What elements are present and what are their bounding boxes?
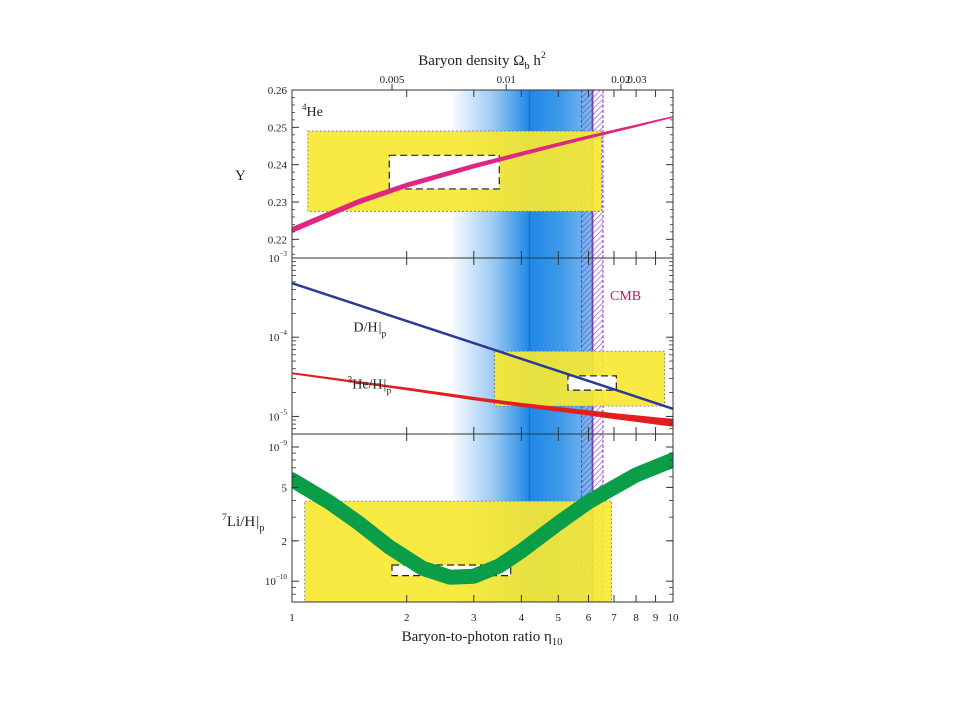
y-tick-label: 10−4 [268, 329, 287, 344]
x-tick-label: 9 [653, 612, 659, 624]
y-tick-label: 0.25 [268, 122, 288, 134]
axes-layer: 0.220.230.240.250.2610−310−410−510−95210… [222, 74, 679, 624]
panel-label-he4: 4He [302, 102, 323, 120]
y-tick-label: 10−3 [268, 250, 287, 265]
y-tick-label: 10−5 [268, 408, 287, 423]
x-axis-top: 0.005 0.01 0.020.03 [380, 74, 647, 90]
panel-he4-y-axis: 0.22 0.23 0.24 0.25 0.26 [268, 85, 673, 255]
panel-he4: 4He [292, 102, 673, 233]
curve-label: 3He/H|p [348, 375, 392, 397]
cmb-label: CMB [610, 289, 641, 304]
curve-label: D/H|p [353, 321, 386, 340]
x-tick-label: 1 [289, 612, 295, 624]
y-tick-label: 10−9 [268, 439, 287, 454]
x-tick-label: 5 [556, 612, 562, 624]
panel-d_he3-plot [292, 281, 673, 427]
x-tick-label: 4 [519, 612, 525, 624]
top-tick-label: 0.03 [627, 74, 647, 86]
y-tick-label: 10−10 [265, 573, 288, 588]
y-tick-label: 0.22 [268, 234, 287, 246]
panel-d_he3: D/H|p 3He/H|p [292, 281, 673, 427]
x-tick-label: 10 [668, 612, 680, 624]
abundance-curve [292, 452, 673, 585]
top-axis-title: Baryon density Ωb h2 [418, 50, 546, 72]
y-tick-label: 0.24 [268, 160, 288, 172]
abundance-curve [292, 281, 673, 411]
panels-layer: 4He D/H|p 3He/H|p [292, 102, 673, 602]
panel-li7 [292, 452, 673, 602]
x-tick-label: 7 [611, 612, 617, 624]
he4-y-axis-title: Y [235, 168, 246, 184]
plot-frame [291, 89, 674, 603]
panel-he4-plot [292, 116, 673, 233]
y-tick-label: 0.26 [268, 85, 288, 97]
li7-y-axis-title: 7Li/H|p [222, 512, 264, 534]
bottom-axis-title: Baryon-to-photon ratio η10 [402, 629, 563, 648]
panel-li7-y-axis: 10−9 5 2 10−10 [265, 439, 673, 595]
abundance-curve [292, 372, 673, 427]
x-axis-bottom: 1 2 3 4 5 6 7 8 9 10 [289, 90, 679, 624]
top-tick-label: 0.01 [497, 74, 516, 86]
x-tick-label: 8 [633, 612, 639, 624]
y-tick-label: 2 [282, 536, 288, 548]
x-tick-label: 2 [404, 612, 410, 624]
outer-frame [291, 89, 674, 603]
y-tick-label: 5 [282, 482, 288, 494]
x-tick-label: 3 [471, 612, 477, 624]
top-tick-label: 0.02 [611, 74, 630, 86]
panel-d_he3-y-axis: 10−3 10−4 10−5 [268, 250, 673, 435]
top-tick-label: 0.005 [380, 74, 405, 86]
panel-li7-plot [292, 452, 673, 602]
x-tick-label: 6 [586, 612, 592, 624]
y-tick-label: 0.23 [268, 197, 288, 209]
